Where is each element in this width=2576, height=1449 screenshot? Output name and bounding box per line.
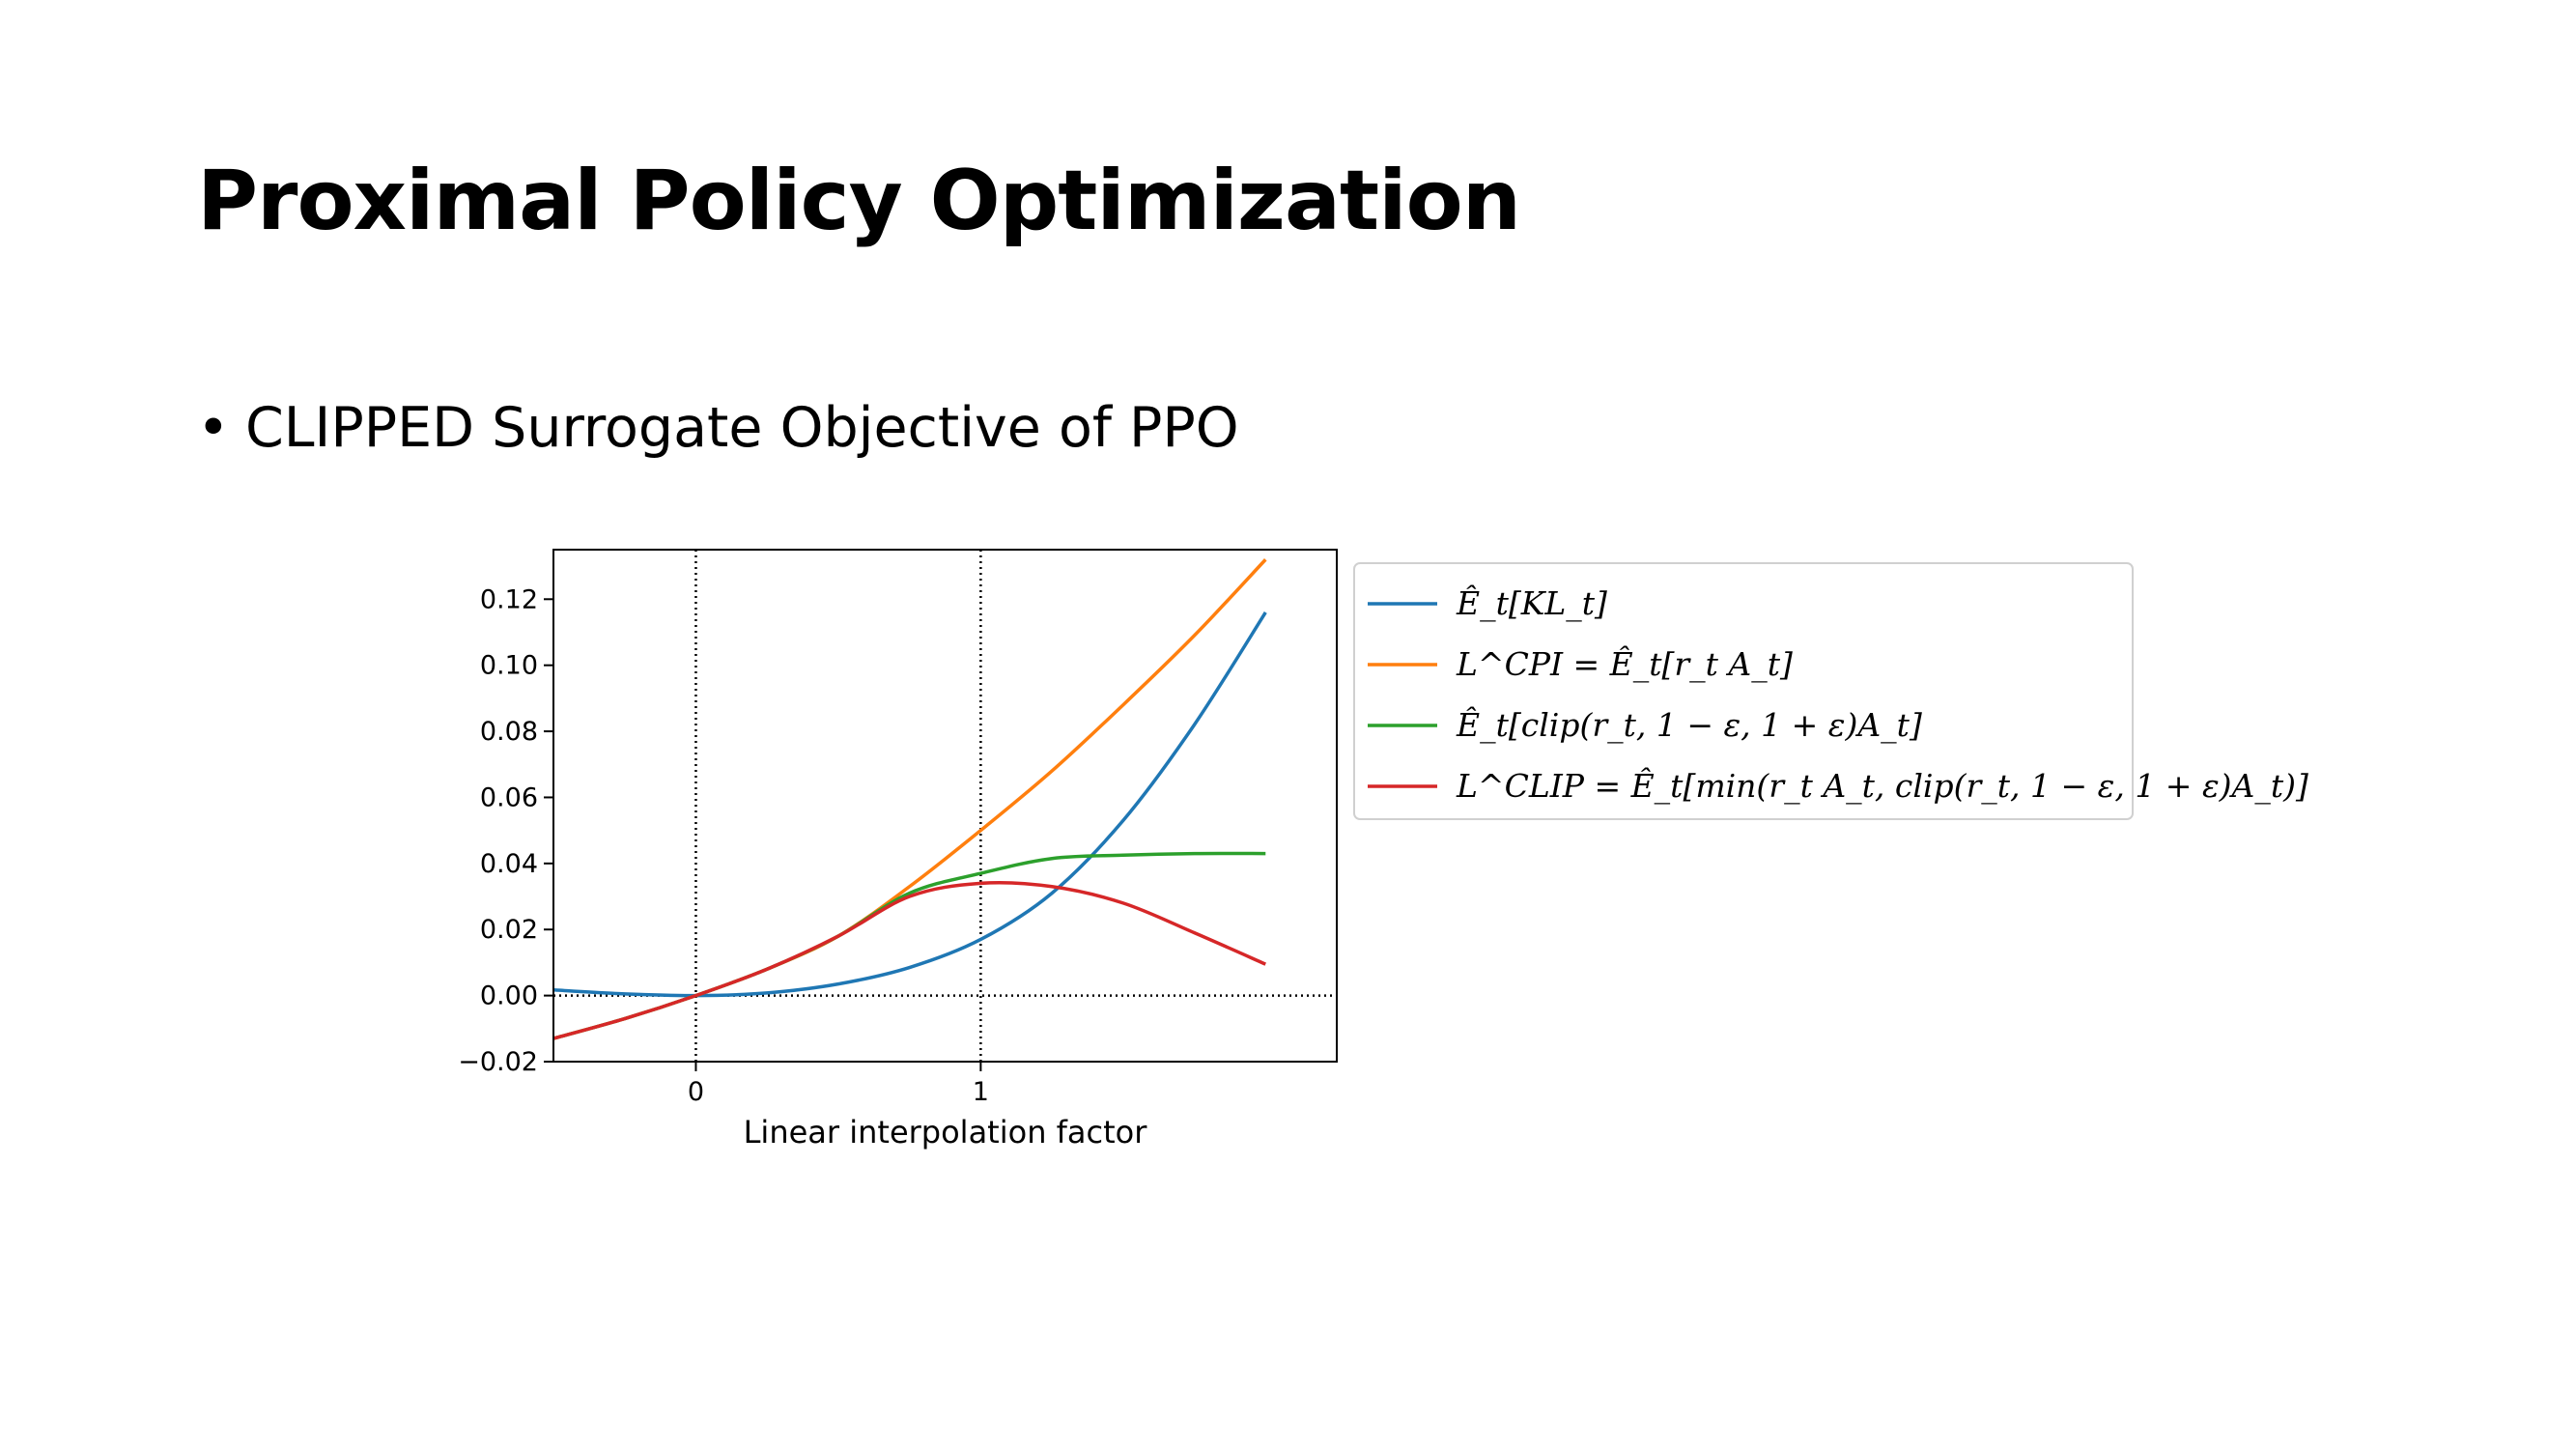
legend: Ê_t[KL_t] L^CPI = Ê_t[r_t A_t] Ê_t[clip(r_…: [1353, 562, 2308, 820]
bullet-text: CLIPPED Surrogate Objective of PPO: [245, 396, 1239, 460]
y-tick-label: 0.12: [480, 584, 538, 614]
series-line-3: [552, 880, 1266, 1040]
y-tick-label: 0.04: [480, 849, 538, 879]
plot-frame: [552, 549, 1338, 1063]
legend-label-2: Ê_t[clip(r_t, 1 − ε, 1 + ε)A_t]: [1456, 705, 1922, 745]
y-tick-label: 0.08: [480, 717, 538, 747]
legend-label-0: Ê_t[KL_t]: [1456, 583, 1607, 623]
x-tick-label: 0: [688, 1077, 704, 1107]
bullet-item: • CLIPPED Surrogate Objective of PPO: [197, 396, 1239, 460]
legend-label-1: L^CPI = Ê_t[r_t A_t]: [1456, 644, 1793, 684]
y-tick-label: −0.02: [458, 1047, 538, 1077]
y-tick-label: 0.10: [480, 651, 538, 681]
series-line-0: [552, 611, 1267, 998]
y-tick-label: 0.02: [480, 915, 538, 945]
y-tick-label: 0.06: [480, 782, 538, 812]
x-axis-label: Linear interpolation factor: [744, 1114, 1148, 1151]
bullet-dot-icon: •: [197, 396, 230, 460]
y-tick-label: 0.00: [480, 981, 538, 1011]
axis-ticks: −0.02 0.00 0.02 0.04 0.06 0.08 0.10 0.12 0 1: [458, 584, 989, 1107]
slide-title: Proximal Policy Optimization: [197, 153, 1521, 249]
legend-label-3: L^CLIP = Ê_t[min(r_t A_t, clip(r_t, 1 − …: [1456, 766, 2308, 806]
series-line-2: [552, 851, 1266, 1040]
legend-frame: [1353, 562, 2134, 820]
series-lines: [552, 558, 1267, 1040]
reference-lines: [553, 550, 1337, 1062]
x-tick-label: 1: [973, 1077, 989, 1107]
